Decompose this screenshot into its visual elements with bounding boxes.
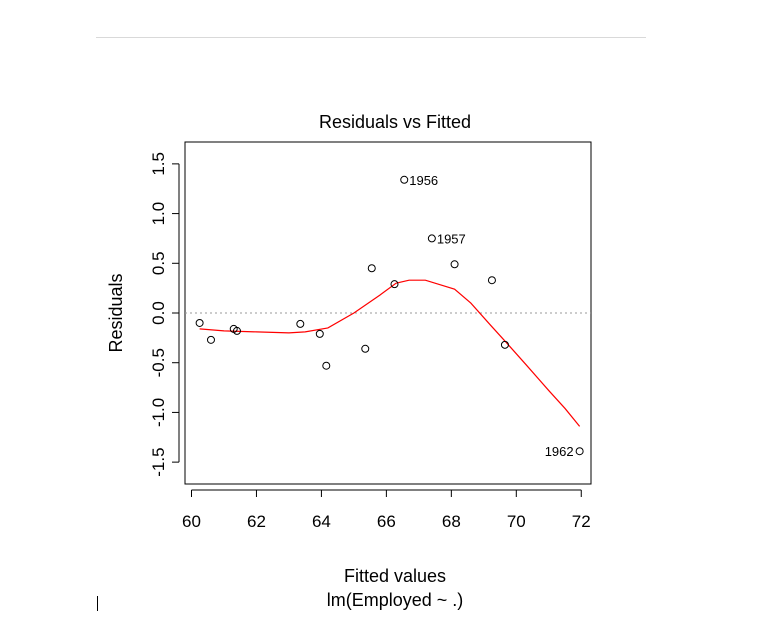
data-point [367, 264, 376, 273]
x-axis-label: Fitted values [344, 566, 446, 586]
x-axis: 60 62 64 66 68 70 72 [182, 489, 591, 531]
data-point [206, 335, 215, 344]
y-tick-label: 0.5 [149, 251, 168, 275]
x-tick-label: 68 [442, 512, 461, 531]
y-tick-label: 1.5 [149, 152, 168, 176]
data-points [195, 175, 584, 456]
text-cursor [97, 596, 98, 611]
data-point [450, 260, 459, 269]
y-tick-label: -1.5 [149, 447, 168, 476]
x-tick-label: 70 [507, 512, 526, 531]
data-point [296, 319, 305, 328]
x-tick-label: 62 [247, 512, 266, 531]
data-point [322, 361, 331, 370]
y-axis: -1.5 -1.0 -0.5 0.0 0.5 1.0 1.5 [149, 152, 180, 477]
x-tick-label: 72 [572, 512, 591, 531]
data-point [361, 344, 370, 353]
smoother-line [199, 279, 581, 427]
y-tick-label: -0.5 [149, 348, 168, 377]
chart-title: Residuals vs Fitted [319, 112, 471, 132]
data-point [232, 326, 241, 335]
data-point [575, 447, 584, 456]
data-point [390, 280, 399, 289]
data-point [427, 234, 436, 243]
top-divider [96, 37, 646, 38]
data-point [500, 340, 509, 349]
x-tick-label: 60 [182, 512, 201, 531]
x-axis-sublabel: lm(Employed ~ .) [327, 590, 464, 610]
point-label: 1956 [409, 173, 438, 188]
x-tick-label: 64 [312, 512, 331, 531]
data-point [400, 175, 409, 184]
y-axis-label: Residuals [106, 273, 126, 352]
y-tick-label: -1.0 [149, 398, 168, 427]
data-point [195, 318, 204, 327]
y-tick-label: 0.0 [149, 301, 168, 325]
point-annotations: 1956 1957 1962 [409, 173, 573, 459]
data-point [487, 276, 496, 285]
y-tick-label: 1.0 [149, 202, 168, 226]
point-label: 1957 [437, 231, 466, 246]
data-point [315, 329, 324, 338]
x-tick-label: 66 [377, 512, 396, 531]
point-label: 1962 [545, 444, 574, 459]
